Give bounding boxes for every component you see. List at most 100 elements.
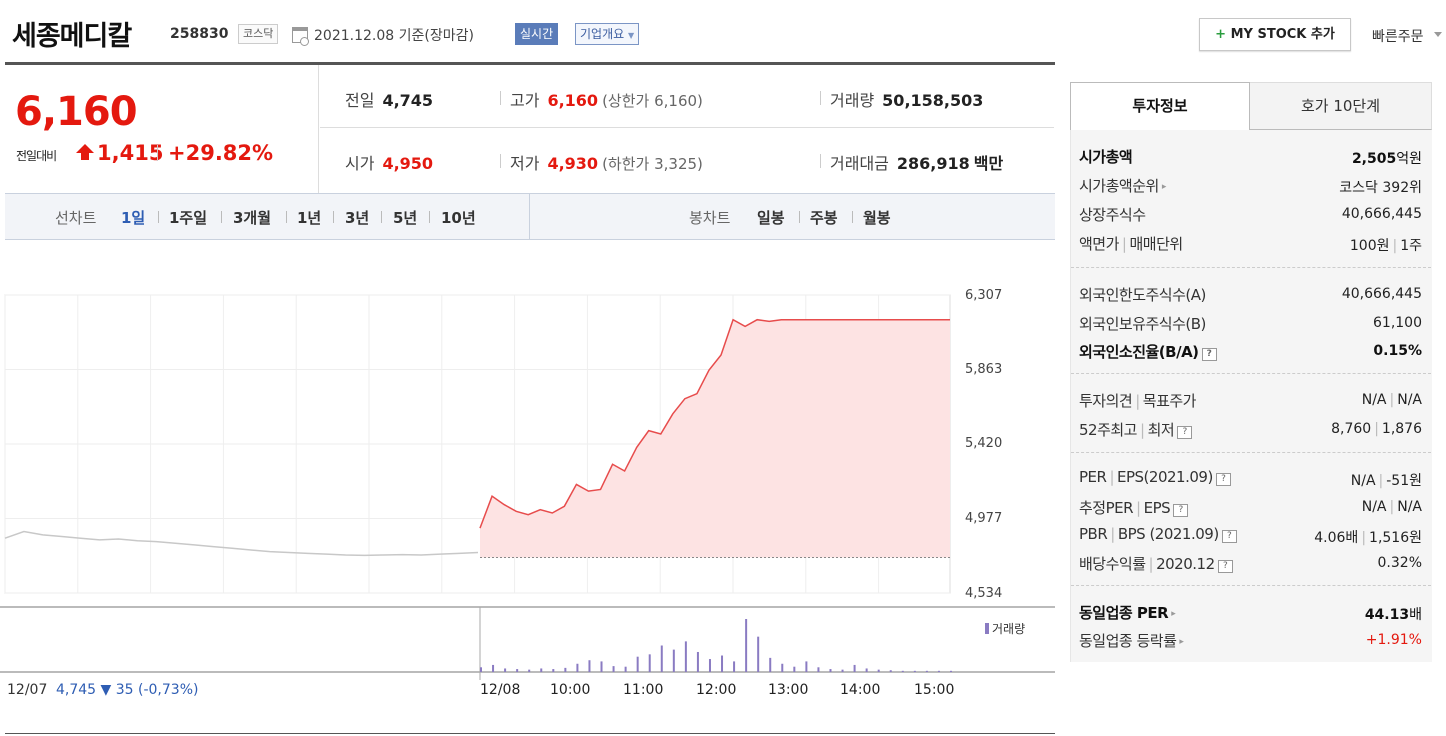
52week-label: 52주최고 | 최저?	[1079, 419, 1193, 440]
listed-shares-value: 40,666,445	[1341, 206, 1422, 222]
market-cap-rank-value: 코스닥 392위	[1339, 180, 1422, 196]
intraday-chart[interactable]: 6,307 5,863 5,420 4,977 4,534 거래량 12/07 …	[0, 240, 1055, 736]
volume-swatch	[985, 623, 989, 634]
divider: |	[1378, 473, 1384, 489]
stat-value: 4,745	[382, 91, 434, 110]
per-text: PER	[1079, 468, 1107, 486]
x-tick-label: 11:00	[623, 682, 664, 698]
stat-label: 저가	[510, 154, 540, 173]
par-value-label: 액면가 | 매매단위	[1079, 233, 1183, 254]
calendar-icon	[292, 27, 309, 46]
est-per-text: 추정PER	[1079, 499, 1134, 517]
help-icon[interactable]: ?	[1215, 473, 1231, 486]
tab-10year[interactable]: 10년	[441, 209, 476, 227]
volume-bar	[841, 669, 844, 672]
per-number: N/A	[1350, 473, 1376, 489]
stat-label: 거래대금	[830, 154, 889, 173]
up-arrow-icon	[76, 144, 94, 160]
quick-order-button[interactable]: 빠른주문	[1372, 29, 1424, 45]
chevron-down-icon: ▼	[628, 31, 635, 40]
tab-investment-info[interactable]: 투자정보	[1070, 82, 1250, 130]
sector-per-link[interactable]: 동일업종 PER ▸	[1079, 602, 1176, 623]
tab-1day[interactable]: 1일	[121, 209, 146, 227]
volume-bar	[564, 667, 567, 672]
my-stock-add-button[interactable]: + MY STOCK 추가	[1199, 18, 1351, 51]
candle-chart-label: 봉차트	[689, 209, 731, 227]
chart-canvas	[0, 294, 1055, 680]
foreign-ratio-value: 0.15%	[1373, 343, 1422, 359]
sector-per-number: 44.13	[1364, 607, 1410, 623]
divider	[158, 211, 159, 223]
sector-change-link[interactable]: 동일업종 등락률 ▸	[1079, 630, 1184, 651]
divider	[1071, 585, 1431, 586]
tab-1year[interactable]: 1년	[297, 209, 322, 227]
volume-bar	[805, 661, 808, 672]
eps-text: EPS(2021.09)	[1117, 468, 1213, 486]
current-price: 6,160	[15, 89, 138, 135]
volume-bar	[721, 655, 724, 672]
company-code: 258830	[170, 26, 229, 42]
52week-value: 8,760 | 1,876	[1331, 421, 1422, 437]
foreign-holding-value: 61,100	[1373, 315, 1422, 331]
tab-3year[interactable]: 3년	[345, 209, 370, 227]
divider: |	[1136, 499, 1141, 517]
trading-unit-number: 1주	[1400, 238, 1422, 254]
est-per-label: 추정PER | EPS?	[1079, 497, 1189, 518]
tab-monthly-candle[interactable]: 월봉	[863, 209, 891, 227]
stat-unit: 백만	[973, 154, 1004, 173]
y-tick-label: 6,307	[965, 288, 1003, 303]
help-icon[interactable]: ?	[1201, 348, 1217, 361]
divider	[286, 211, 287, 223]
help-icon[interactable]: ?	[1177, 426, 1193, 439]
stat-label: 고가	[510, 91, 540, 110]
divider	[1071, 452, 1431, 453]
tab-1week[interactable]: 1주일	[169, 209, 208, 227]
x-tick-label: 12/07	[7, 682, 48, 698]
volume-bar	[492, 664, 495, 672]
volume-bar	[672, 649, 675, 672]
volume-bar	[636, 656, 639, 672]
stat-high: 고가 6,160 (상한가 6,160)	[510, 87, 703, 111]
chevron-right-icon: ▸	[1161, 182, 1167, 192]
volume-bar	[757, 636, 760, 672]
listed-shares-label: 상장주식수	[1079, 206, 1146, 224]
divider: |	[1140, 421, 1145, 439]
tab-daily-candle[interactable]: 일봉	[757, 209, 785, 227]
x-tick-label: 14:00	[840, 682, 881, 698]
chevron-down-icon	[1434, 32, 1442, 37]
stat-low: 저가 4,930 (하한가 3,325)	[510, 150, 703, 174]
sector-per-label: 동일업종 PER	[1079, 604, 1169, 622]
corp-info-button[interactable]: 기업개요 ▼	[575, 23, 640, 45]
target-price-text: 목표주가	[1142, 392, 1197, 410]
realtime-button[interactable]: 실시간	[515, 23, 559, 45]
my-stock-label: MY STOCK 추가	[1226, 27, 1335, 42]
help-icon[interactable]: ?	[1173, 504, 1189, 517]
est-eps-number: N/A	[1397, 499, 1422, 515]
stat-value: 286,918	[896, 154, 970, 173]
volume-bar	[708, 659, 711, 672]
tab-orderbook-10[interactable]: 호가 10단계	[1250, 82, 1432, 130]
divider: |	[1121, 235, 1127, 253]
market-cap-rank-link[interactable]: 시가총액순위 ▸	[1079, 175, 1166, 196]
volume-legend: 거래량	[985, 620, 1025, 637]
volume-bar	[504, 668, 507, 672]
stats-row: 시가 4,950 저가 4,930 (하한가 3,325) 거래대금 286,918 백만	[320, 128, 1054, 191]
tab-5year[interactable]: 5년	[393, 209, 418, 227]
x-tick-label: 15:00	[914, 682, 955, 698]
y-tick-label: 5,863	[965, 362, 1003, 377]
per-value: N/A | -51원	[1351, 470, 1422, 490]
tab-3month[interactable]: 3개월	[233, 209, 272, 227]
x-tick-label: 10:00	[550, 682, 591, 698]
change-percent: +29.82%	[168, 141, 274, 165]
tab-weekly-candle[interactable]: 주봉	[810, 209, 838, 227]
help-icon[interactable]: ?	[1221, 530, 1237, 543]
help-icon[interactable]: ?	[1217, 560, 1233, 573]
volume-bar	[877, 669, 880, 672]
volume-bar	[660, 645, 663, 672]
volume-bar	[552, 669, 555, 672]
divider	[333, 211, 334, 223]
pbr-value: 4.06배 | 1,516원	[1314, 527, 1422, 547]
divider	[799, 211, 800, 223]
sector-change-value: +1.91%	[1365, 632, 1422, 648]
52week-low-text: 최저	[1147, 421, 1175, 439]
